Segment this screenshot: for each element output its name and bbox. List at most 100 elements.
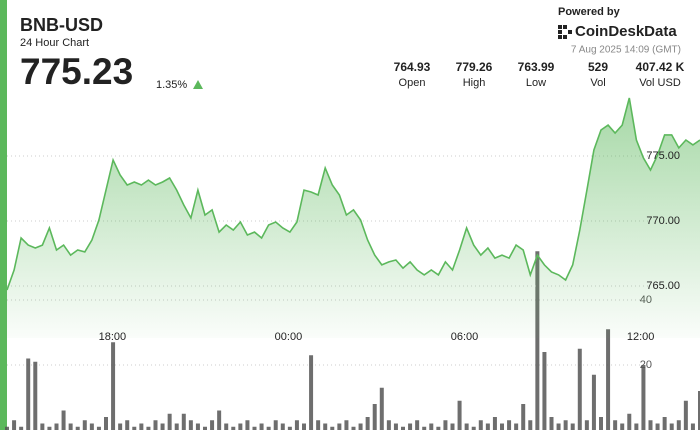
volume-bar (450, 423, 455, 430)
volume-bar (5, 426, 9, 430)
volume-bar (118, 423, 123, 430)
volume-bar (337, 423, 342, 430)
volume-bar (26, 358, 31, 430)
stat-label: Vol USD (639, 77, 681, 89)
stat-label: Open (399, 77, 426, 89)
title: BNB-USD (20, 15, 103, 35)
volume-bar (287, 426, 292, 430)
volume-bar (379, 387, 384, 430)
volume-bar (323, 423, 328, 430)
stat-label: High (463, 77, 486, 89)
volume-bar (365, 417, 370, 430)
volume-bar (174, 423, 179, 430)
volume-bar (485, 423, 490, 430)
volume-bar (599, 417, 603, 430)
plot: 2040765.00770.00775.0018:0000:0006:0012:… (5, 97, 700, 430)
volume-bar (457, 400, 462, 430)
volume-bar (188, 420, 193, 430)
volume-bar (302, 423, 306, 430)
volume-bar (309, 355, 314, 430)
volume-bar (146, 426, 151, 430)
volume-bar (478, 420, 483, 430)
volume-bar (613, 420, 618, 430)
x-tick-label: 18:00 (99, 331, 127, 343)
volume-bar (577, 348, 582, 430)
volume-bar (507, 420, 512, 430)
volume-bar (372, 404, 377, 430)
volume-bar (521, 404, 526, 430)
volume-bar (500, 423, 504, 430)
volume-bar (422, 426, 427, 430)
volume-bar (273, 420, 278, 430)
subtitle: 24 Hour Chart (20, 37, 89, 49)
stat-label: Vol (590, 77, 605, 89)
volume-bar (584, 420, 589, 430)
volume-bar (19, 426, 24, 430)
brand-logo (558, 25, 572, 39)
volume-bar (139, 423, 144, 430)
volume-bar (662, 417, 667, 430)
volume-bar (690, 423, 695, 430)
volume-bar (514, 423, 519, 430)
volume-bar (655, 423, 660, 430)
volume-bar (330, 426, 335, 430)
volume-bar (556, 423, 561, 430)
volume-bar (266, 426, 271, 430)
volume-bar (620, 423, 625, 430)
volume-bar (471, 426, 476, 430)
volume-bar (160, 423, 165, 430)
volume-bar (436, 426, 441, 430)
x-tick-label: 00:00 (275, 331, 303, 343)
volume-bar (33, 361, 38, 430)
volume-bar (676, 420, 681, 430)
change: 1.35% (156, 79, 187, 91)
volume-bar (54, 423, 59, 430)
volume-bar (606, 329, 611, 430)
volume-bar (210, 420, 215, 430)
volume-bar (153, 420, 158, 430)
volume-bar (698, 391, 700, 430)
accent-strip (0, 0, 7, 430)
volume-bar (203, 426, 207, 430)
volume-bar (217, 410, 222, 430)
price: 775.23 (20, 51, 133, 92)
stat-value: 779.26 (456, 60, 493, 74)
volume-bar (683, 400, 688, 430)
volume-bar (563, 420, 568, 430)
y-tick-label: 765.00 (646, 280, 680, 292)
volume-bar (224, 423, 229, 430)
y-tick-label: 775.00 (646, 150, 680, 162)
volume-bar (641, 365, 646, 430)
volume-bar (245, 420, 250, 430)
volume-bar (75, 426, 80, 430)
volume-bar (12, 420, 17, 430)
volume-bar (443, 420, 448, 430)
volume-bar (344, 420, 349, 430)
up-arrow (193, 80, 203, 89)
volume-bar (386, 420, 391, 430)
volume-bar (393, 423, 398, 430)
volume-bar (96, 426, 101, 430)
stat-label: Low (526, 77, 546, 89)
volume-bar (132, 426, 137, 430)
volume-bar (535, 251, 540, 430)
stat-value: 764.93 (394, 60, 431, 74)
volume-bar (231, 426, 236, 430)
x-tick-label: 12:00 (627, 331, 655, 343)
stat-value: 407.42 K (636, 60, 685, 74)
volume-bar (125, 420, 130, 430)
volume-bar (47, 426, 52, 430)
header: BNB-USD 24 Hour Chart 775.23 1.35% Power… (20, 6, 685, 92)
price-area (7, 98, 700, 338)
volume-bar (408, 423, 413, 430)
volume-bar (294, 420, 299, 430)
volume-bar (549, 417, 554, 430)
volume-bar (238, 423, 243, 430)
volume-bar (181, 413, 186, 430)
timestamp: 7 Aug 2025 14:09 (GMT) (571, 45, 681, 56)
volume-bar (316, 420, 321, 430)
volume-bar (351, 426, 356, 430)
brand: CoinDeskData (575, 23, 677, 40)
stat-value: 763.99 (518, 60, 555, 74)
